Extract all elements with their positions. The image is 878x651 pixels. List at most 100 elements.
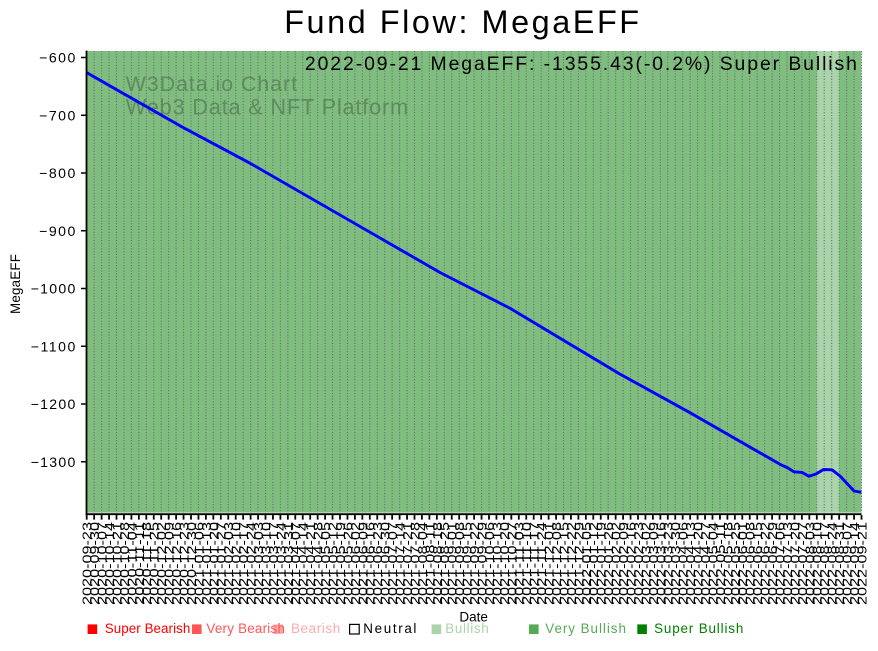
svg-text:2020-12-16: 2020-12-16 [169, 522, 184, 605]
svg-text:2022-06-08: 2022-06-08 [743, 522, 758, 605]
svg-text:2021-11-24: 2021-11-24 [534, 522, 549, 605]
svg-text:2021-07-21: 2021-07-21 [400, 522, 415, 605]
svg-text:2020-11-11: 2020-11-11 [132, 522, 147, 605]
svg-text:Web3 Data & NFT Platform: Web3 Data & NFT Platform [126, 95, 408, 120]
svg-text:2021-01-06: 2021-01-06 [191, 522, 206, 605]
svg-text:2021-09-15: 2021-09-15 [460, 522, 475, 605]
svg-text:2022-07-06: 2022-07-06 [772, 522, 787, 605]
svg-text:2021-05-12: 2021-05-12 [325, 522, 340, 605]
svg-text:2021-02-10: 2021-02-10 [229, 522, 244, 605]
svg-text:2022-04-06: 2022-04-06 [676, 522, 691, 605]
svg-text:2021-08-18: 2021-08-18 [430, 522, 445, 605]
svg-text:2020-10-21: 2020-10-21 [109, 522, 124, 605]
svg-text:2021-10-20: 2021-10-20 [497, 522, 512, 605]
svg-text:2021-05-19: 2021-05-19 [333, 522, 348, 605]
svg-text:2022-08-24: 2022-08-24 [825, 522, 840, 605]
svg-text:2022-06-01: 2022-06-01 [735, 522, 750, 605]
svg-text:2020-10-28: 2020-10-28 [117, 522, 132, 605]
svg-text:2021-09-22: 2021-09-22 [467, 522, 482, 605]
svg-text:2021-12-01: 2021-12-01 [542, 522, 557, 605]
svg-text:2022-06-22: 2022-06-22 [758, 522, 773, 605]
svg-text:−1100: −1100 [31, 338, 76, 354]
svg-text:2022-05-18: 2022-05-18 [720, 522, 735, 605]
svg-text:2020-10-14: 2020-10-14 [102, 522, 117, 605]
svg-text:Super Bullish: Super Bullish [654, 621, 743, 636]
svg-text:2021-05-05: 2021-05-05 [318, 522, 333, 605]
svg-text:2021-02-24: 2021-02-24 [244, 522, 259, 605]
svg-text:2021-10-13: 2021-10-13 [489, 522, 504, 605]
svg-text:2020-12-09: 2020-12-09 [162, 522, 177, 605]
svg-text:2022-08-31: 2022-08-31 [832, 522, 847, 605]
svg-text:2020-12-02: 2020-12-02 [154, 522, 169, 605]
svg-text:2020-09-23: 2020-09-23 [80, 522, 95, 605]
svg-text:2022-01-05: 2022-01-05 [579, 522, 594, 605]
svg-text:Date: Date [459, 609, 488, 624]
svg-text:2021-03-24: 2021-03-24 [273, 522, 288, 605]
svg-text:Bearish: Bearish [291, 621, 340, 636]
svg-text:2022-08-03: 2022-08-03 [802, 522, 817, 605]
svg-text:2021-03-03: 2021-03-03 [251, 522, 266, 605]
svg-text:2022-09-07: 2022-09-07 [840, 522, 855, 605]
svg-text:2022-09-21 MegaEFF: -1355.43(-: 2022-09-21 MegaEFF: -1355.43(-0.2%) Supe… [305, 53, 857, 75]
svg-text:MegaEFF: MegaEFF [8, 254, 23, 314]
svg-text:2021-03-31: 2021-03-31 [281, 522, 296, 605]
svg-text:2022-06-29: 2022-06-29 [765, 522, 780, 605]
svg-text:2020-12-23: 2020-12-23 [176, 522, 191, 605]
svg-text:2021-06-16: 2021-06-16 [363, 522, 378, 605]
svg-text:2021-07-07: 2021-07-07 [385, 522, 400, 605]
svg-text:−1300: −1300 [31, 454, 76, 470]
svg-text:Bullish: Bullish [445, 621, 488, 636]
svg-text:2021-08-25: 2021-08-25 [437, 522, 452, 605]
svg-text:2022-03-16: 2022-03-16 [653, 522, 668, 605]
svg-text:2021-02-03: 2021-02-03 [221, 522, 236, 605]
svg-text:2021-04-07: 2021-04-07 [288, 522, 303, 605]
svg-text:2022-03-09: 2022-03-09 [646, 522, 661, 605]
svg-text:2022-09-21: 2022-09-21 [854, 522, 869, 605]
svg-text:2021-01-27: 2021-01-27 [214, 522, 229, 605]
svg-text:2022-04-20: 2022-04-20 [691, 522, 706, 605]
svg-text:2022-08-10: 2022-08-10 [810, 522, 825, 605]
svg-text:2022-05-04: 2022-05-04 [705, 522, 720, 605]
svg-text:2022-08-17: 2022-08-17 [817, 522, 832, 605]
svg-text:2021-03-10: 2021-03-10 [258, 522, 273, 605]
svg-text:2021-06-02: 2021-06-02 [348, 522, 363, 605]
svg-text:2022-04-13: 2022-04-13 [683, 522, 698, 605]
svg-text:2021-09-08: 2021-09-08 [452, 522, 467, 605]
svg-text:2020-10-07: 2020-10-07 [95, 522, 110, 605]
svg-text:−700: −700 [39, 107, 75, 123]
svg-text:2020-11-04: 2020-11-04 [124, 522, 139, 605]
svg-text:2021-06-23: 2021-06-23 [370, 522, 385, 605]
svg-text:2020-11-25: 2020-11-25 [147, 522, 162, 605]
svg-text:2021-03-17: 2021-03-17 [266, 522, 281, 605]
svg-text:2021-08-11: 2021-08-11 [422, 522, 437, 605]
svg-text:2021-01-13: 2021-01-13 [199, 522, 214, 605]
svg-text:2021-11-17: 2021-11-17 [527, 522, 542, 605]
svg-text:2022-01-19: 2022-01-19 [594, 522, 609, 605]
svg-text:2021-10-06: 2021-10-06 [482, 522, 497, 605]
svg-text:2021-12-29: 2021-12-29 [571, 522, 586, 605]
svg-text:Very Bullish: Very Bullish [545, 621, 626, 636]
svg-text:−1000: −1000 [31, 281, 76, 297]
svg-text:2020-09-30: 2020-09-30 [87, 522, 102, 605]
svg-text:Super Bearish: Super Bearish [105, 621, 191, 636]
svg-text:2022-05-25: 2022-05-25 [728, 522, 743, 605]
svg-text:2022-03-02: 2022-03-02 [638, 522, 653, 605]
svg-text:2021-07-28: 2021-07-28 [407, 522, 422, 605]
svg-text:−1200: −1200 [31, 396, 76, 412]
svg-text:2022-03-30: 2022-03-30 [668, 522, 683, 605]
svg-text:2021-08-04: 2021-08-04 [415, 522, 430, 605]
svg-text:2022-03-23: 2022-03-23 [661, 522, 676, 605]
svg-text:2022-02-23: 2022-02-23 [631, 522, 646, 605]
svg-text:Neutral: Neutral [363, 621, 416, 636]
svg-text:2021-05-26: 2021-05-26 [340, 522, 355, 605]
svg-text:2021-04-14: 2021-04-14 [296, 522, 311, 605]
svg-text:W3Data.io Chart: W3Data.io Chart [126, 72, 297, 96]
svg-text:2022-07-27: 2022-07-27 [795, 522, 810, 605]
svg-text:2022-02-09: 2022-02-09 [616, 522, 631, 605]
svg-text:2022-01-26: 2022-01-26 [601, 522, 616, 605]
svg-text:2021-06-09: 2021-06-09 [355, 522, 370, 605]
svg-text:2021-12-08: 2021-12-08 [549, 522, 564, 605]
svg-text:2021-12-22: 2021-12-22 [564, 522, 579, 605]
svg-text:2021-12-15: 2021-12-15 [556, 522, 571, 605]
svg-text:2021-02-17: 2021-02-17 [236, 522, 251, 605]
